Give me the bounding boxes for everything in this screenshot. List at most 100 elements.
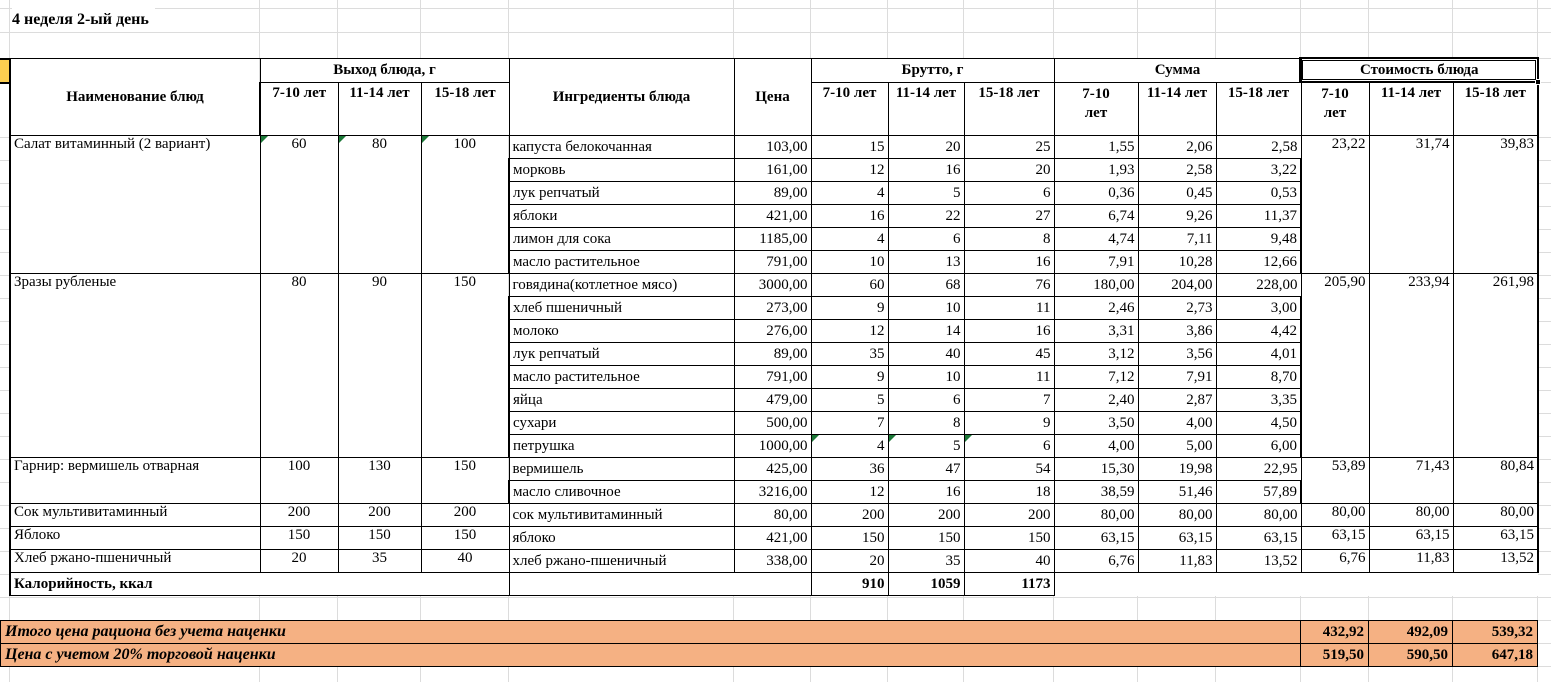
cell-brutto[interactable]: 10 bbox=[887, 296, 965, 320]
header-output-age-1[interactable]: 7-10 лет bbox=[259, 82, 339, 136]
cell-summa[interactable]: 1,93 bbox=[1053, 158, 1139, 182]
cell-ingredient[interactable]: масло растительное bbox=[508, 250, 735, 274]
cell-brutto[interactable]: 16 bbox=[963, 250, 1055, 274]
cell-dish-output[interactable]: 100 bbox=[420, 135, 510, 274]
cell-brutto[interactable]: 5 bbox=[810, 388, 889, 412]
cell-brutto[interactable]: 35 bbox=[810, 342, 889, 366]
cell-brutto[interactable]: 150 bbox=[963, 526, 1055, 550]
cell-ingredient[interactable]: вермишель bbox=[508, 457, 735, 481]
cell-dish-output[interactable]: 80 bbox=[337, 135, 422, 274]
cell-brutto[interactable]: 10 bbox=[887, 365, 965, 389]
cell-price[interactable]: 1185,00 bbox=[733, 227, 812, 251]
cell-ingredient[interactable]: яблоки bbox=[508, 204, 735, 228]
cell-price[interactable]: 791,00 bbox=[733, 250, 812, 274]
cell-summa[interactable]: 0,53 bbox=[1215, 181, 1302, 205]
cell-summa[interactable]: 12,66 bbox=[1215, 250, 1302, 274]
cell-brutto[interactable]: 9 bbox=[810, 365, 889, 389]
cell-dish-output[interactable]: 200 bbox=[337, 503, 422, 527]
cell-cost[interactable]: 6,76 bbox=[1300, 549, 1370, 573]
cell-summa[interactable]: 5,00 bbox=[1137, 434, 1217, 458]
cell-dish-name[interactable]: Сок мультивитаминный bbox=[9, 503, 261, 527]
cell-summa[interactable]: 2,73 bbox=[1137, 296, 1217, 320]
totals-value-no-markup-2[interactable]: 492,09 bbox=[1368, 620, 1453, 644]
cell-brutto[interactable]: 36 bbox=[810, 457, 889, 481]
cell-ingredient[interactable]: масло растительное bbox=[508, 365, 735, 389]
cell-summa[interactable]: 63,15 bbox=[1053, 526, 1139, 550]
cell-summa[interactable]: 2,87 bbox=[1137, 388, 1217, 412]
cell-brutto[interactable]: 14 bbox=[887, 319, 965, 343]
cell-summa[interactable]: 6,74 bbox=[1053, 204, 1139, 228]
cell-brutto[interactable]: 8 bbox=[887, 411, 965, 435]
cell-brutto[interactable]: 150 bbox=[810, 526, 889, 550]
header-summa-age-2[interactable]: 11-14 лет bbox=[1137, 82, 1217, 136]
cell-brutto[interactable]: 13 bbox=[887, 250, 965, 274]
header-brutto-age-2[interactable]: 11-14 лет bbox=[887, 82, 965, 136]
header-brutto-age-1[interactable]: 7-10 лет bbox=[810, 82, 889, 136]
cell-ingredient[interactable]: масло сливочное bbox=[508, 480, 735, 504]
cell-calories-label[interactable]: Калорийность, ккал bbox=[9, 572, 510, 596]
cell-brutto[interactable]: 11 bbox=[963, 296, 1055, 320]
cell-cost[interactable]: 261,98 bbox=[1452, 273, 1539, 458]
cell-price[interactable]: 479,00 bbox=[733, 388, 812, 412]
cell-summa[interactable]: 204,00 bbox=[1137, 273, 1217, 297]
cell-brutto[interactable]: 45 bbox=[963, 342, 1055, 366]
cell-summa[interactable]: 6,76 bbox=[1053, 549, 1139, 573]
cell-price[interactable]: 89,00 bbox=[733, 342, 812, 366]
cell-brutto[interactable]: 12 bbox=[810, 319, 889, 343]
totals-value-with-markup-2[interactable]: 590,50 bbox=[1368, 643, 1453, 667]
cell-summa[interactable]: 57,89 bbox=[1215, 480, 1302, 504]
cell-ingredient[interactable]: хлеб ржано-пшеничный bbox=[508, 549, 735, 573]
cell-brutto[interactable]: 11 bbox=[963, 365, 1055, 389]
cell-brutto[interactable]: 12 bbox=[810, 158, 889, 182]
cell-brutto[interactable]: 200 bbox=[963, 503, 1055, 527]
cell-summa[interactable]: 228,00 bbox=[1215, 273, 1302, 297]
cell-summa[interactable]: 3,50 bbox=[1053, 411, 1139, 435]
cell-brutto[interactable]: 47 bbox=[887, 457, 965, 481]
cell-price[interactable]: 276,00 bbox=[733, 319, 812, 343]
header-cost-age-3[interactable]: 15-18 лет bbox=[1452, 82, 1539, 136]
cell-cost[interactable]: 23,22 bbox=[1300, 135, 1370, 274]
cell-cost[interactable]: 53,89 bbox=[1300, 457, 1370, 504]
cell-brutto[interactable]: 16 bbox=[963, 319, 1055, 343]
cell-brutto[interactable]: 60 bbox=[810, 273, 889, 297]
cell-brutto[interactable]: 8 bbox=[963, 227, 1055, 251]
cell-calories-value[interactable]: 1173 bbox=[963, 572, 1055, 596]
cell-summa[interactable]: 3,12 bbox=[1053, 342, 1139, 366]
header-cost-age-2[interactable]: 11-14 лет bbox=[1368, 82, 1454, 136]
header-price[interactable]: Цена bbox=[733, 58, 812, 136]
cell-brutto[interactable]: 200 bbox=[887, 503, 965, 527]
cell-brutto[interactable]: 9 bbox=[810, 296, 889, 320]
cell-calories-value[interactable]: 910 bbox=[810, 572, 889, 596]
cell-blank[interactable] bbox=[1216, 572, 1301, 596]
cell-brutto[interactable]: 16 bbox=[887, 480, 965, 504]
cell-dish-output[interactable]: 150 bbox=[259, 526, 339, 550]
cell-price[interactable]: 273,00 bbox=[733, 296, 812, 320]
cell-price[interactable]: 500,00 bbox=[733, 411, 812, 435]
cell-summa[interactable]: 2,06 bbox=[1137, 135, 1217, 159]
cell-dish-name[interactable]: Салат витаминный (2 вариант) bbox=[9, 135, 261, 274]
cell-blank[interactable] bbox=[1301, 572, 1369, 596]
cell-brutto[interactable]: 27 bbox=[963, 204, 1055, 228]
selection-fill-handle[interactable] bbox=[1535, 79, 1541, 85]
cell-summa[interactable]: 80,00 bbox=[1053, 503, 1139, 527]
cell-brutto[interactable]: 20 bbox=[963, 158, 1055, 182]
cell-summa[interactable]: 80,00 bbox=[1137, 503, 1217, 527]
cell-brutto[interactable]: 4 bbox=[810, 181, 889, 205]
cell-dish-name[interactable]: Яблоко bbox=[9, 526, 261, 550]
cell-summa[interactable]: 2,58 bbox=[1215, 135, 1302, 159]
cell-price[interactable]: 89,00 bbox=[733, 181, 812, 205]
cell-brutto[interactable]: 200 bbox=[810, 503, 889, 527]
cell-brutto[interactable]: 5 bbox=[887, 434, 965, 458]
cell-brutto[interactable]: 6 bbox=[963, 181, 1055, 205]
cell-brutto[interactable]: 7 bbox=[963, 388, 1055, 412]
cell-brutto[interactable]: 35 bbox=[887, 549, 965, 573]
cell-ingredient[interactable]: яблоко bbox=[508, 526, 735, 550]
header-cost-group[interactable]: Стоимость блюда bbox=[1300, 58, 1539, 83]
cell-cost[interactable]: 233,94 bbox=[1368, 273, 1454, 458]
cell-cost[interactable]: 80,00 bbox=[1368, 503, 1454, 527]
cell-summa[interactable]: 2,46 bbox=[1053, 296, 1139, 320]
cell-cost[interactable]: 39,83 bbox=[1452, 135, 1539, 274]
totals-value-no-markup-1[interactable]: 432,92 bbox=[1300, 620, 1369, 644]
cell-summa[interactable]: 63,15 bbox=[1137, 526, 1217, 550]
cell-price[interactable]: 421,00 bbox=[733, 204, 812, 228]
